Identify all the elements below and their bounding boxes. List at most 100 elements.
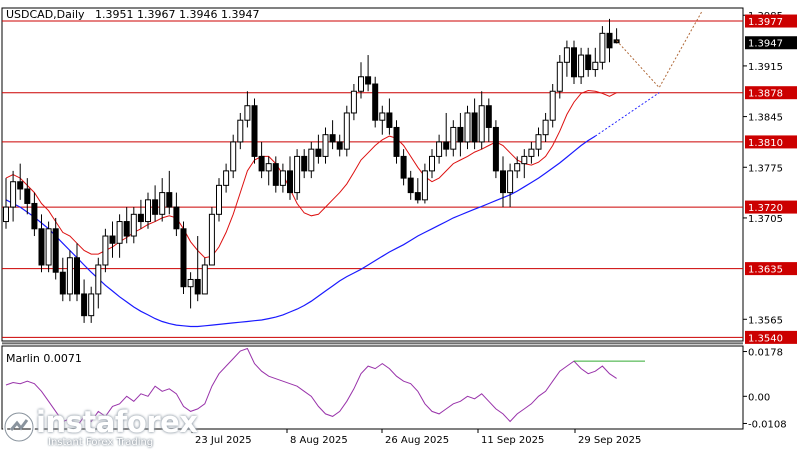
chart-symbol: USDCAD,Daily (6, 8, 85, 21)
candle-body (279, 170, 286, 186)
level-label-box (745, 14, 797, 28)
ma-slow-line (5, 135, 596, 328)
candle-body (450, 126, 457, 150)
candle-body (350, 90, 357, 114)
candle-body (38, 228, 45, 266)
candle-body (294, 155, 301, 194)
candle-body (343, 112, 350, 150)
candle-body (556, 61, 563, 92)
watermark: instaforex Instant Forex Trading (2, 404, 198, 450)
candle-body (535, 134, 542, 150)
price-tick-label: 1.3845 (748, 113, 783, 124)
candle-body (606, 32, 613, 49)
candle-body (585, 54, 592, 71)
candle-body (365, 76, 372, 85)
level-label: 1.3878 (748, 89, 783, 100)
candle-body (407, 177, 414, 194)
candle-body (457, 126, 464, 143)
candle-body (52, 228, 59, 273)
candle-body (528, 148, 535, 157)
candle-body (436, 141, 443, 157)
candle-body (102, 235, 109, 266)
candle-body (563, 47, 570, 63)
candle-body (265, 163, 272, 172)
level-label-box (745, 330, 797, 344)
indicator-label: Marlin 0.0071 (6, 352, 82, 365)
time-tick-label: 23 Jul 2025 (195, 435, 252, 446)
candle-body (230, 141, 237, 172)
candle-body (137, 213, 144, 223)
candle-body (500, 170, 506, 194)
candle-body (223, 170, 230, 186)
watermark-tagline: Instant Forex Trading (48, 437, 154, 448)
candle-body (194, 278, 201, 295)
candle-body (578, 54, 585, 78)
candle-body (287, 170, 293, 194)
candle-body (237, 119, 244, 143)
candle-body (272, 163, 279, 186)
forecast-line (616, 11, 703, 89)
candle-body (251, 105, 258, 157)
watermark-brand: instaforex (36, 405, 198, 439)
candle-body (10, 181, 17, 208)
horizontal-levels (2, 20, 743, 338)
candle-body (17, 181, 24, 190)
candle-body (180, 228, 187, 288)
marlin-line (5, 347, 617, 428)
current-price-label: 1.3947 (748, 39, 783, 50)
level-label: 1.3810 (748, 138, 783, 149)
candle-body (81, 293, 88, 317)
candlesticks (3, 18, 620, 323)
candle-body (216, 184, 222, 215)
candle-body (130, 213, 137, 237)
candle-body (478, 105, 485, 143)
oscillator: 0.0178 0.00 -0.0108 (5, 347, 787, 430)
candle-body (66, 257, 73, 295)
candle-body (45, 228, 52, 266)
candle-body (201, 264, 208, 295)
price-tick-label: 1.3565 (748, 315, 783, 326)
candle-body (187, 278, 194, 288)
candle-body (308, 148, 315, 172)
candle-body (514, 163, 521, 172)
candle-body (59, 271, 66, 295)
candle-body (301, 155, 308, 172)
candle-body (24, 188, 31, 204)
candle-body (166, 192, 173, 208)
indicator-pane-frame (1, 345, 744, 430)
candle-body (471, 112, 478, 143)
price-tick-label: 1.3915 (748, 62, 783, 73)
candle-body (3, 206, 9, 223)
main-pane-frame (1, 7, 744, 342)
candle-body (549, 90, 556, 121)
candle-body (464, 112, 471, 143)
candle-body (152, 199, 159, 215)
forecast-path (595, 11, 703, 137)
level-label: 1.3540 (748, 333, 783, 344)
time-tick-label: 8 Aug 2025 (290, 435, 348, 446)
candle-body (159, 192, 166, 215)
candle-body (592, 61, 599, 71)
time-tick-label: 11 Sep 2025 (481, 435, 544, 446)
level-label-box (745, 86, 797, 100)
chart-ohlc: 1.3951 1.3967 1.3946 1.3947 (95, 8, 259, 21)
candle-body (599, 32, 606, 63)
price-tick-label: 1.3705 (748, 214, 783, 225)
candle-body (109, 235, 116, 244)
osc-tick-label: 0.0178 (748, 348, 783, 359)
current-price-box (745, 36, 797, 50)
candle-body (400, 155, 407, 179)
candle-body (208, 213, 215, 266)
osc-tick-label: -0.0108 (748, 419, 787, 430)
level-label: 1.3977 (748, 17, 783, 28)
time-tick-label: 26 Aug 2025 (385, 435, 449, 446)
candle-body (485, 105, 492, 128)
candle-body (393, 126, 400, 157)
level-label-box (745, 200, 797, 214)
candle-body (145, 199, 151, 223)
level-label-box (745, 262, 797, 276)
candle-body (329, 134, 336, 143)
candle-body (123, 221, 130, 237)
